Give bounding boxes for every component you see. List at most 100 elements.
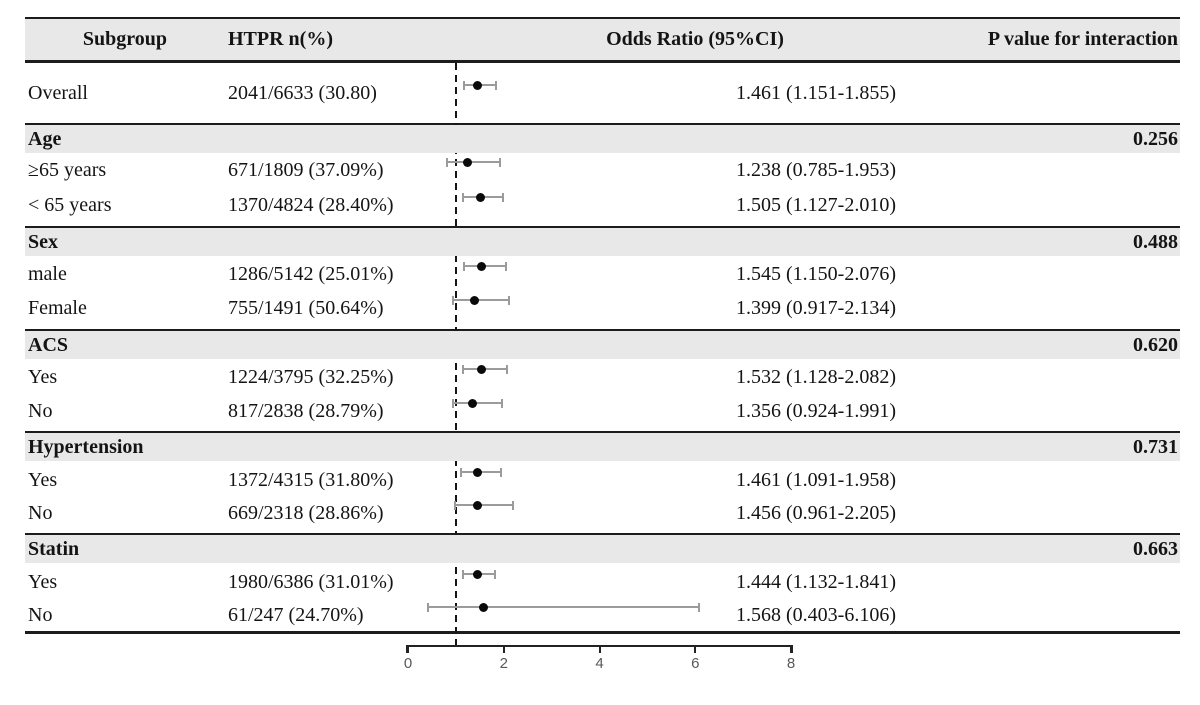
point-estimate-dot xyxy=(468,398,478,408)
axis-tick-label: 0 xyxy=(403,655,413,672)
point-estimate-dot xyxy=(475,192,485,202)
htpr-value: 61/247 (24.70%) xyxy=(228,604,364,626)
table-row-hypertension-no: No 669/2318 (28.86%) 1.456 (0.961-2.205) xyxy=(0,496,1200,530)
p-value: 0.731 xyxy=(1133,436,1178,458)
or-ci-value: 1.532 (1.128-2.082) xyxy=(736,366,896,388)
section-row-acs: ACS 0.620 xyxy=(25,331,1180,359)
axis-tick-label: 2 xyxy=(499,655,508,672)
point-estimate-dot xyxy=(472,569,482,579)
table-row-overall: Overall 2041/6633 (30.80) 1.461 (1.151-1… xyxy=(0,76,1200,110)
column-header-odds-ratio: Odds Ratio (95%CI) xyxy=(606,28,784,50)
divider-line-bottom xyxy=(25,631,1180,634)
table-row-age-lt65: < 65 years 1370/4824 (28.40%) 1.505 (1.1… xyxy=(0,188,1200,222)
htpr-value: 755/1491 (50.64%) xyxy=(228,297,384,319)
htpr-value: 817/2838 (28.79%) xyxy=(228,400,384,422)
subgroup-label: No xyxy=(28,400,53,422)
or-ci-value: 1.461 (1.151-1.855) xyxy=(736,82,896,104)
section-label: Statin xyxy=(28,538,80,560)
axis-tick xyxy=(598,645,601,653)
ci-marker xyxy=(461,192,505,202)
axis-tick xyxy=(502,645,505,653)
htpr-value: 1286/5142 (25.01%) xyxy=(228,263,394,285)
axis-tick xyxy=(790,645,792,653)
divider-line-age xyxy=(25,123,1180,125)
section-row-statin: Statin 0.663 xyxy=(25,535,1180,563)
table-row-acs-yes: Yes 1224/3795 (32.25%) 1.532 (1.128-2.08… xyxy=(0,360,1200,394)
subgroup-label: < 65 years xyxy=(28,194,112,216)
htpr-value: 669/2318 (28.86%) xyxy=(228,502,384,524)
subgroup-label: ≥65 years xyxy=(28,159,107,181)
or-ci-value: 1.505 (1.127-2.010) xyxy=(736,194,896,216)
or-ci-value: 1.545 (1.150-2.076) xyxy=(736,263,896,285)
htpr-value: 671/1809 (37.09%) xyxy=(228,159,384,181)
section-label: ACS xyxy=(28,334,69,356)
section-row-hypertension: Hypertension 0.731 xyxy=(25,433,1180,461)
table-row-acs-no: No 817/2838 (28.79%) 1.356 (0.924-1.991) xyxy=(0,394,1200,428)
point-estimate-dot xyxy=(462,157,472,167)
subgroup-label: Yes xyxy=(28,366,58,388)
point-estimate-dot xyxy=(473,500,483,510)
ci-marker xyxy=(427,602,701,612)
table-row-male: male 1286/5142 (25.01%) 1.545 (1.150-2.0… xyxy=(0,257,1200,291)
divider-line-statin xyxy=(25,533,1180,535)
subgroup-label: No xyxy=(28,604,53,626)
table-row-female: Female 755/1491 (50.64%) 1.399 (0.917-2.… xyxy=(0,291,1200,325)
column-header-subgroup: Subgroup xyxy=(82,28,168,50)
ci-marker xyxy=(462,364,508,374)
htpr-value: 1372/4315 (31.80%) xyxy=(228,469,394,491)
ci-marker xyxy=(445,157,502,167)
p-value: 0.663 xyxy=(1133,538,1178,560)
subgroup-label: Female xyxy=(28,297,87,319)
ci-marker xyxy=(463,80,497,90)
point-estimate-dot xyxy=(477,261,487,271)
ci-marker xyxy=(462,569,497,579)
axis-tick-label: 4 xyxy=(595,655,604,672)
or-ci-value: 1.568 (0.403-6.106) xyxy=(736,604,896,626)
or-ci-value: 1.399 (0.917-2.134) xyxy=(736,297,896,319)
table-row-statin-no: No 61/247 (24.70%) 1.568 (0.403-6.106) xyxy=(0,598,1200,632)
table-row-statin-yes: Yes 1980/6386 (31.01%) 1.444 (1.132-1.84… xyxy=(0,565,1200,599)
section-label: Hypertension xyxy=(28,436,144,458)
divider-line-hypertension xyxy=(25,431,1180,433)
ci-marker xyxy=(452,398,504,408)
point-estimate-dot xyxy=(473,467,483,477)
point-estimate-dot xyxy=(473,80,483,90)
or-ci-value: 1.238 (0.785-1.953) xyxy=(736,159,896,181)
ci-marker xyxy=(463,261,508,271)
axis-tick-label: 6 xyxy=(691,655,700,672)
subgroup-label: Overall xyxy=(28,82,88,104)
htpr-value: 1224/3795 (32.25%) xyxy=(228,366,394,388)
column-header-htpr: HTPR n(%) xyxy=(228,28,333,50)
subgroup-label: No xyxy=(28,502,53,524)
point-estimate-dot xyxy=(470,295,480,305)
divider-line-header xyxy=(25,60,1180,63)
htpr-value: 1980/6386 (31.01%) xyxy=(228,571,394,593)
or-ci-value: 1.356 (0.924-1.991) xyxy=(736,400,896,422)
section-row-sex: Sex 0.488 xyxy=(25,228,1180,256)
ci-marker xyxy=(451,295,511,305)
section-row-age: Age 0.256 xyxy=(25,125,1180,153)
or-ci-value: 1.456 (0.961-2.205) xyxy=(736,502,896,524)
table-row-hypertension-yes: Yes 1372/4315 (31.80%) 1.461 (1.091-1.95… xyxy=(0,463,1200,497)
section-label: Age xyxy=(28,128,62,150)
column-header-p-value: P value for interaction xyxy=(987,28,1178,50)
subgroup-label: Yes xyxy=(28,469,58,491)
or-ci-value: 1.461 (1.091-1.958) xyxy=(736,469,896,491)
or-ci-value: 1.444 (1.132-1.841) xyxy=(736,571,896,593)
point-estimate-dot xyxy=(476,364,486,374)
divider-line-top xyxy=(25,17,1180,20)
table-row-age-ge65: ≥65 years 671/1809 (37.09%) 1.238 (0.785… xyxy=(0,153,1200,187)
point-estimate-dot xyxy=(478,602,488,612)
axis-tick xyxy=(694,645,697,653)
axis-tick-label: 8 xyxy=(786,655,796,672)
p-value: 0.488 xyxy=(1133,231,1178,253)
subgroup-label: male xyxy=(28,263,67,285)
ci-marker xyxy=(460,467,502,477)
section-label: Sex xyxy=(28,231,58,253)
ci-marker xyxy=(454,500,514,510)
htpr-value: 1370/4824 (28.40%) xyxy=(228,194,394,216)
axis-tick xyxy=(407,645,409,653)
subgroup-label: Yes xyxy=(28,571,58,593)
p-value: 0.620 xyxy=(1133,334,1178,356)
